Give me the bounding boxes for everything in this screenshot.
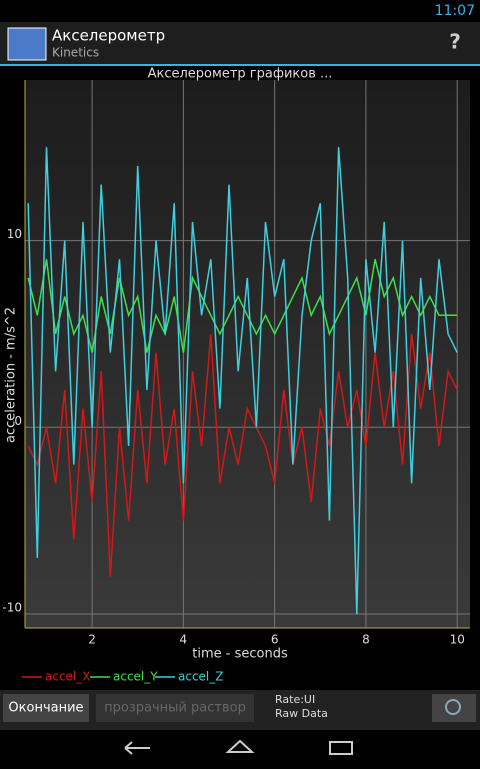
- series-line: [27, 147, 458, 615]
- legend-label: accel_Z: [178, 670, 224, 684]
- series-line: [27, 333, 458, 577]
- status-bar: [0, 0, 480, 22]
- mode: Raw Data: [275, 707, 328, 720]
- y-tick-label: 10: [7, 227, 22, 241]
- help[interactable]: ?: [449, 30, 461, 54]
- x-axis-label: time - seconds: [192, 647, 288, 662]
- x-tick-label: 10: [450, 633, 465, 647]
- chart-title: Акселерометр графиков ...: [148, 67, 333, 82]
- x-tick-label: 4: [180, 633, 188, 647]
- clock: 11:07: [435, 3, 475, 19]
- home-button[interactable]: [225, 739, 255, 753]
- x-tick-label: 8: [362, 633, 370, 647]
- y-axis-label: acceleration - m/s^2: [4, 307, 19, 443]
- legend-label: accel_X: [45, 670, 91, 684]
- plot-area: [25, 80, 470, 628]
- recents-button[interactable]: [329, 741, 353, 755]
- app-title: Акселерометр: [52, 27, 165, 45]
- stop-label: Окончание: [8, 701, 83, 716]
- divider: [0, 64, 480, 66]
- app-icon[interactable]: [7, 27, 47, 61]
- y-tick-label: -10: [2, 600, 22, 614]
- transparent-label: прозрачный раствор: [104, 701, 246, 716]
- app-bar: [0, 22, 480, 64]
- x-tick-label: 2: [88, 633, 96, 647]
- legend-label: accel_Y: [113, 670, 158, 684]
- back-button[interactable]: [124, 741, 150, 755]
- transparent-button[interactable]: [96, 694, 254, 722]
- stop-button[interactable]: [3, 694, 89, 722]
- app-subtitle: Kinetics: [52, 46, 99, 60]
- rate: Rate:UI: [275, 693, 315, 706]
- zoom-icon: [445, 699, 461, 715]
- series-line: [27, 259, 458, 353]
- zoom-button[interactable]: [432, 694, 476, 722]
- y-tick-label: 0: [14, 414, 22, 428]
- x-tick-label: 6: [271, 633, 279, 647]
- nav-bar: [0, 730, 480, 769]
